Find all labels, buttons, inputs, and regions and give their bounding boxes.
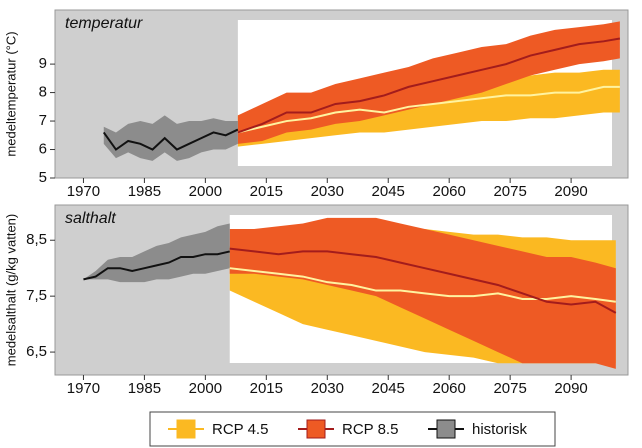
- x-tick-label: 2090: [554, 380, 587, 397]
- x-tick-label: 2030: [311, 183, 344, 200]
- x-tick-label: 2015: [250, 380, 283, 397]
- x-tick-label: 1985: [128, 183, 161, 200]
- x-tick-label: 1970: [67, 183, 100, 200]
- series-line: [229, 267, 616, 303]
- y-tick-label: 5: [39, 169, 47, 186]
- band: [237, 69, 620, 147]
- x-tick-label: 2045: [372, 380, 405, 397]
- y-axis-title: medeltemperatur (°C): [3, 31, 18, 156]
- legend-label: RCP 8.5: [342, 421, 398, 438]
- y-tick-label: 9: [39, 55, 47, 72]
- x-tick-label: 2030: [311, 380, 344, 397]
- legend-swatch: [436, 419, 456, 439]
- series-line: [237, 85, 620, 134]
- x-tick-label: 2015: [250, 183, 283, 200]
- x-tick-label: 2000: [189, 380, 222, 397]
- y-tick-label: 6,5: [26, 343, 47, 360]
- panel-title: temperatur: [65, 15, 143, 32]
- series-line: [83, 250, 230, 281]
- series-line: [237, 37, 621, 134]
- legend-label: historisk: [472, 421, 528, 438]
- y-tick-label: 6: [39, 140, 47, 157]
- x-tick-label: 1970: [67, 380, 100, 397]
- band: [103, 115, 238, 161]
- x-tick-label: 2000: [189, 183, 222, 200]
- legend-box: [149, 411, 556, 447]
- panel-title: salthalt: [65, 210, 116, 227]
- y-tick-label: 7,5: [26, 287, 47, 304]
- legend-swatch: [176, 419, 196, 439]
- series-line: [102, 128, 239, 151]
- series-line: [229, 247, 617, 314]
- x-tick-label: 2060: [433, 183, 466, 200]
- legend-swatch: [306, 419, 326, 439]
- y-tick-label: 8: [39, 84, 47, 101]
- x-tick-label: 2075: [493, 183, 526, 200]
- x-tick-label: 2090: [554, 183, 587, 200]
- legend-label: RCP 4.5: [212, 421, 268, 438]
- y-tick-label: 8,5: [26, 231, 47, 248]
- x-tick-label: 2075: [493, 380, 526, 397]
- y-tick-label: 7: [39, 112, 47, 129]
- x-tick-label: 2060: [433, 380, 466, 397]
- x-tick-label: 1985: [128, 380, 161, 397]
- y-axis-title: medelsalthalt (g/kg vatten): [3, 214, 18, 366]
- x-tick-label: 2045: [372, 183, 405, 200]
